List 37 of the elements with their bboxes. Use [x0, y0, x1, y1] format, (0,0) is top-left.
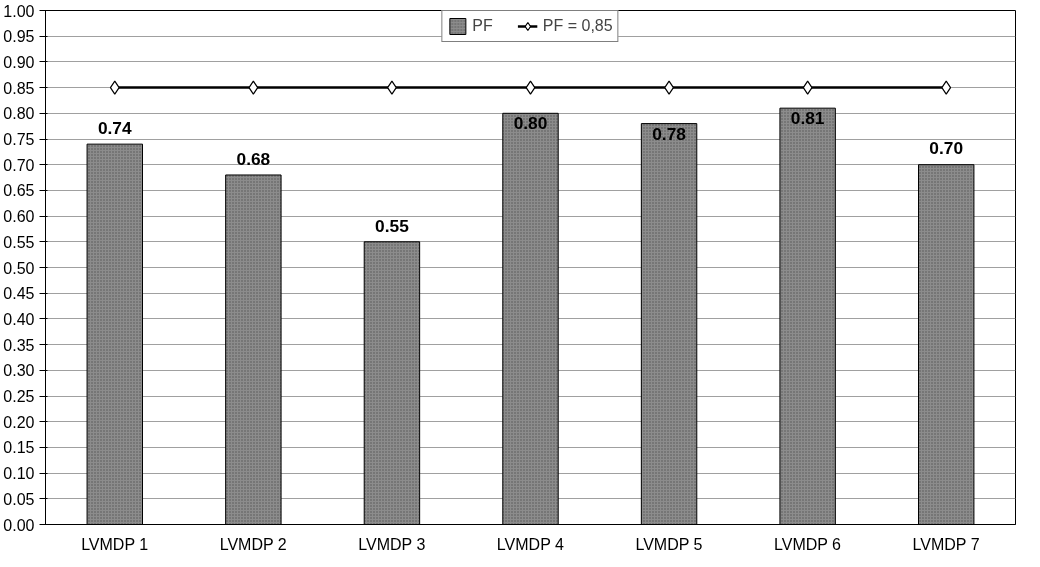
x-tick-label: LVMDP 4: [496, 535, 564, 553]
x-tick-label: LVMDP 5: [635, 535, 703, 553]
y-tick-label: 0.25: [3, 388, 35, 405]
x-tick-label: LVMDP 2: [219, 535, 287, 553]
y-tick-label: 0.95: [3, 28, 35, 46]
y-tick-label: 0.50: [3, 259, 35, 277]
x-tick-label: LVMDP 7: [912, 535, 980, 553]
y-tick-label: 0.05: [3, 490, 35, 508]
y-tick-label: 0.90: [3, 53, 35, 71]
data-label: 0.81: [790, 108, 825, 129]
y-tick-label: 0.85: [3, 79, 35, 97]
data-label: 0.80: [513, 113, 548, 134]
y-tick-label: 0.15: [3, 439, 35, 457]
y-tick-label: 0.65: [3, 182, 35, 200]
y-tick-label: 0.20: [3, 413, 35, 431]
data-label: 0.78: [652, 123, 687, 144]
y-tick-label: 0.55: [3, 233, 35, 251]
data-label: 0.74: [97, 117, 133, 138]
y-tick-label: 0.30: [3, 362, 35, 380]
y-tick-label: 0.70: [3, 156, 35, 174]
y-tick-label: 0.40: [3, 310, 35, 328]
y-tick-label: 1.00: [3, 2, 35, 20]
x-tick-label: LVMDP 1: [81, 535, 149, 553]
y-tick-label: 0.10: [3, 465, 35, 483]
y-tick-label: 0.60: [3, 208, 35, 226]
y-tick-label: 0.00: [3, 516, 35, 534]
y-tick-label: 0.75: [3, 131, 35, 148]
data-label: 0.68: [236, 148, 271, 169]
y-tick-label: 0.35: [3, 336, 35, 354]
data-label: 0.70: [929, 138, 964, 159]
legend-label: PF: [472, 17, 493, 35]
x-tick-label: LVMDP 3: [358, 535, 426, 553]
y-tick-label: 0.80: [3, 105, 35, 123]
y-tick-label: 0.45: [3, 285, 35, 303]
data-label: 0.55: [375, 215, 410, 236]
legend-label: PF = 0,85: [542, 17, 613, 35]
x-tick-label: LVMDP 6: [774, 535, 842, 553]
